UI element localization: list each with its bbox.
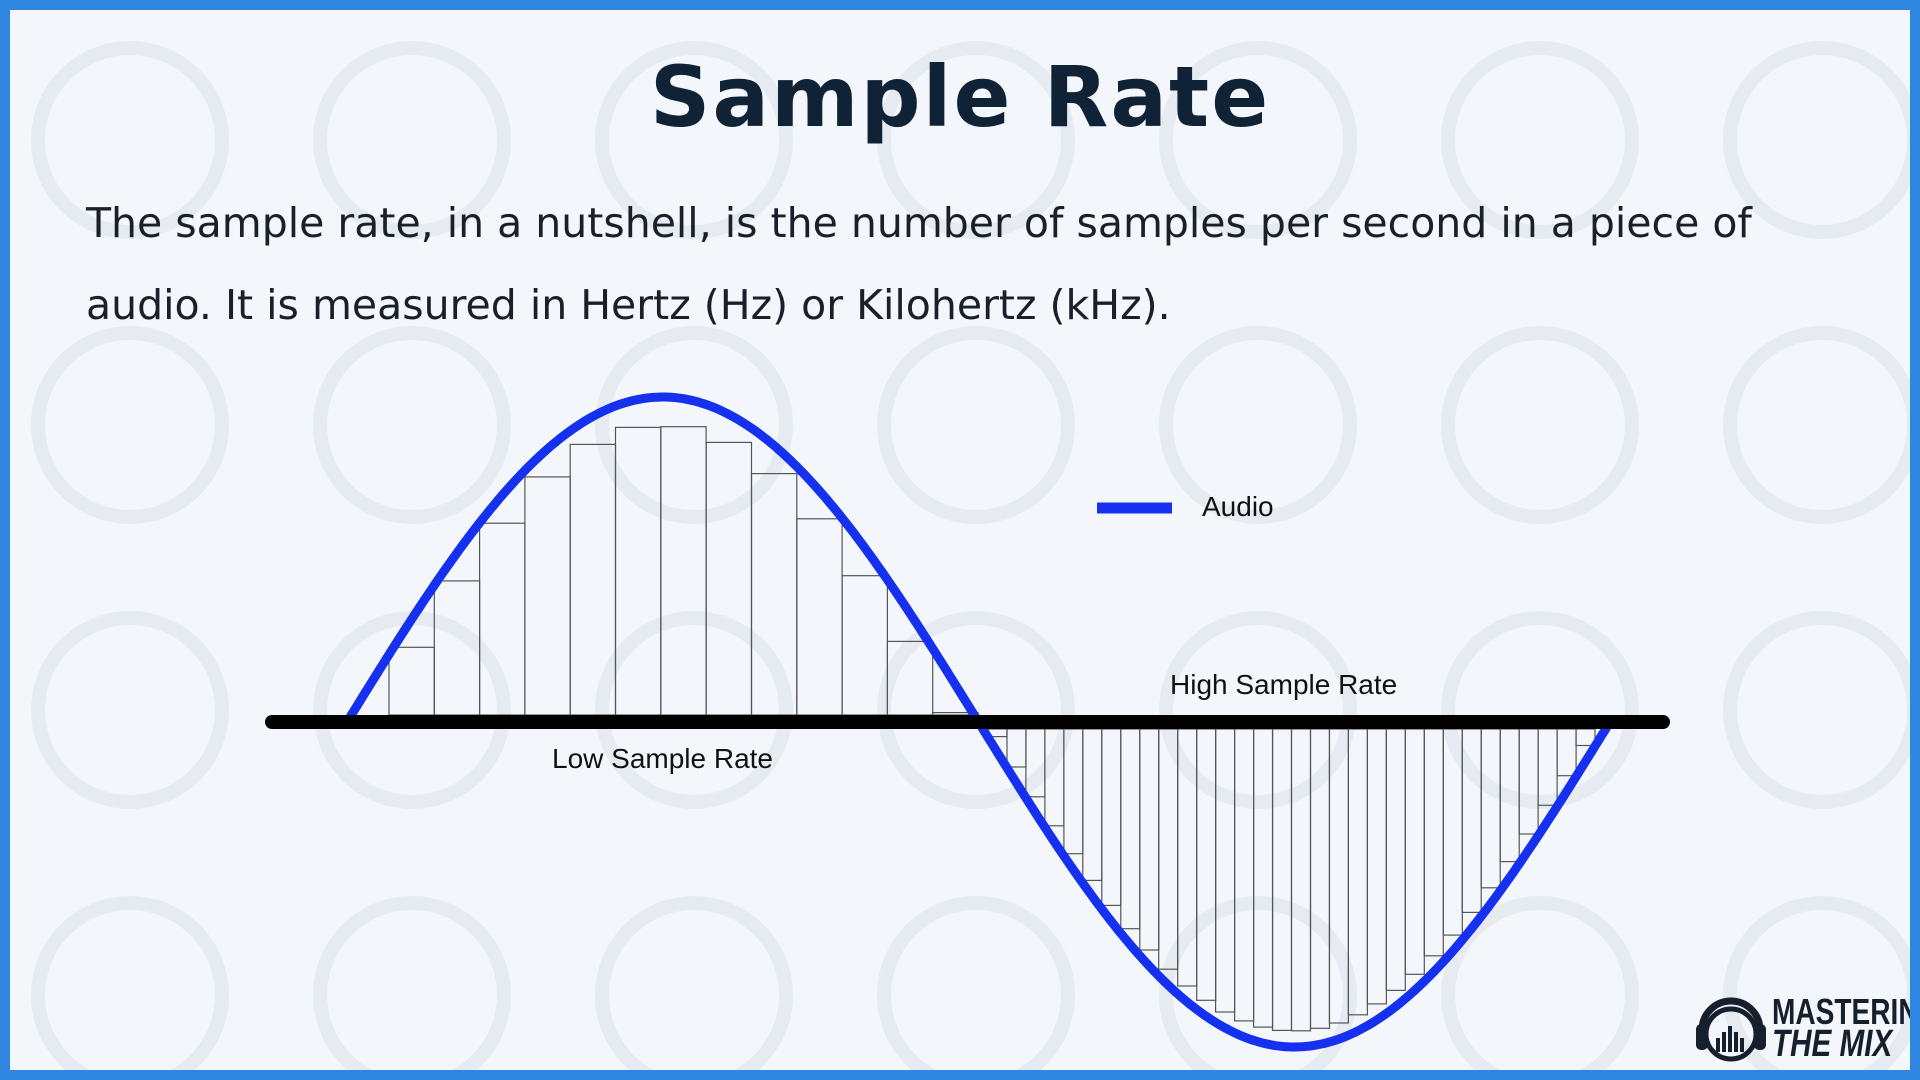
watermark-headphone-icon	[877, 326, 1075, 524]
watermark-headphone-icon	[31, 326, 229, 524]
background-watermark-pattern	[31, 41, 1910, 1070]
low-sample-rate-bars	[388, 426, 979, 716]
low-rate-sample-bar	[614, 426, 662, 716]
high-rate-sample-bar	[1177, 728, 1198, 987]
watermark-headphone-icon	[1159, 326, 1357, 524]
watermark-headphone-icon	[595, 326, 793, 524]
high-rate-sample-bar	[1252, 728, 1274, 1028]
watermark-headphone-icon	[1723, 326, 1910, 524]
watermark-headphone-icon	[1441, 611, 1639, 809]
watermark-headphone-icon	[1723, 41, 1910, 239]
high-rate-sample-bar	[1271, 728, 1293, 1031]
high-rate-sample-bar	[1120, 728, 1141, 930]
high-rate-sample-bar	[1499, 728, 1520, 863]
logo-line-2: THE MIX	[1772, 1022, 1893, 1065]
high-rate-sample-bar	[1006, 728, 1027, 768]
watermark-headphone-icon	[877, 611, 1075, 809]
high-rate-sample-bar	[1480, 728, 1501, 889]
slide-title: Sample Rate	[649, 48, 1271, 146]
low-rate-sample-bar	[479, 522, 526, 716]
watermark-headphone-icon	[1441, 326, 1639, 524]
watermark-headphone-icon	[1159, 41, 1357, 239]
watermark-headphone-icon	[1723, 611, 1910, 809]
watermark-headphone-icon	[1723, 896, 1910, 1070]
mastering-the-mix-logo: MASTERING THE MIX	[1694, 982, 1910, 1064]
logo-wordmark: MASTERING THE MIX	[1772, 991, 1910, 1065]
watermark-headphone-icon	[595, 896, 793, 1070]
watermark-headphone-icon	[877, 41, 1075, 239]
low-rate-sample-bar	[886, 640, 934, 716]
watermark-headphone-icon	[31, 611, 229, 809]
high-rate-sample-bar	[1366, 728, 1388, 1005]
watermark-headphone-icon	[595, 41, 793, 239]
high-rate-sample-bar	[1309, 728, 1331, 1029]
high-rate-sample-bar	[1233, 728, 1255, 1022]
low-rate-sample-bar	[750, 473, 798, 716]
high-rate-sample-bar	[1423, 728, 1444, 957]
high-rate-sample-bar	[1044, 728, 1065, 827]
low-rate-sample-bar	[705, 441, 753, 716]
watermark-headphone-icon	[313, 326, 511, 524]
watermark-headphone-icon	[31, 41, 229, 239]
slide-frame: Sample Rate The sample rate, in a nutshe…	[10, 10, 1910, 1070]
label-low-sample-rate: Low Sample Rate	[552, 743, 773, 774]
label-high-sample-rate: High Sample Rate	[1170, 669, 1397, 700]
high-rate-sample-bar	[1385, 728, 1406, 991]
high-rate-sample-bar	[1158, 728, 1179, 970]
low-rate-sample-bar	[433, 580, 481, 716]
watermark-headphone-icon	[877, 896, 1075, 1070]
high-rate-sample-bar	[1025, 728, 1046, 798]
sample-rate-diagram: Audio Low Sample Rate High Sample Rate	[265, 392, 1670, 1052]
watermark-headphone-icon	[313, 896, 511, 1070]
logo-line-1: MASTERING	[1772, 991, 1910, 1032]
high-rate-sample-bar	[1290, 728, 1312, 1032]
low-rate-sample-bar	[569, 443, 617, 716]
high-rate-sample-bar	[1139, 728, 1160, 951]
high-rate-sample-bar	[1082, 728, 1103, 881]
low-rate-sample-bar	[796, 518, 843, 716]
low-rate-sample-bar	[388, 646, 435, 716]
watermark-headphone-icon	[1159, 611, 1357, 809]
high-rate-sample-bar	[1214, 728, 1236, 1013]
headphones-logo-icon	[1696, 997, 1766, 1062]
low-rate-sample-bar	[841, 575, 888, 716]
high-rate-sample-bar	[1328, 728, 1350, 1024]
slide-description: The sample rate, in a nutshell, is the n…	[86, 199, 1752, 329]
watermark-headphone-icon	[1441, 41, 1639, 239]
high-rate-sample-bar	[1347, 728, 1369, 1016]
high-rate-sample-bar	[1101, 728, 1122, 906]
high-rate-sample-bar	[1537, 728, 1558, 806]
low-rate-sample-bar	[660, 426, 707, 716]
watermark-headphone-icon	[31, 896, 229, 1070]
legend-label-audio: Audio	[1202, 491, 1274, 522]
high-rate-sample-bar	[1518, 728, 1539, 835]
high-rate-sample-bar	[1063, 728, 1084, 855]
watermark-headphone-icon	[1441, 896, 1639, 1070]
watermark-headphone-icon	[313, 41, 511, 239]
watermark-headphone-icon	[1159, 896, 1357, 1070]
high-rate-sample-bar	[1196, 728, 1217, 1001]
high-rate-sample-bar	[1442, 728, 1463, 936]
watermark-headphone-icon	[595, 611, 793, 809]
high-rate-sample-bar	[1556, 728, 1577, 777]
low-rate-sample-bar	[524, 476, 571, 716]
high-rate-sample-bar	[1404, 728, 1425, 975]
high-rate-sample-bar	[1461, 728, 1482, 913]
